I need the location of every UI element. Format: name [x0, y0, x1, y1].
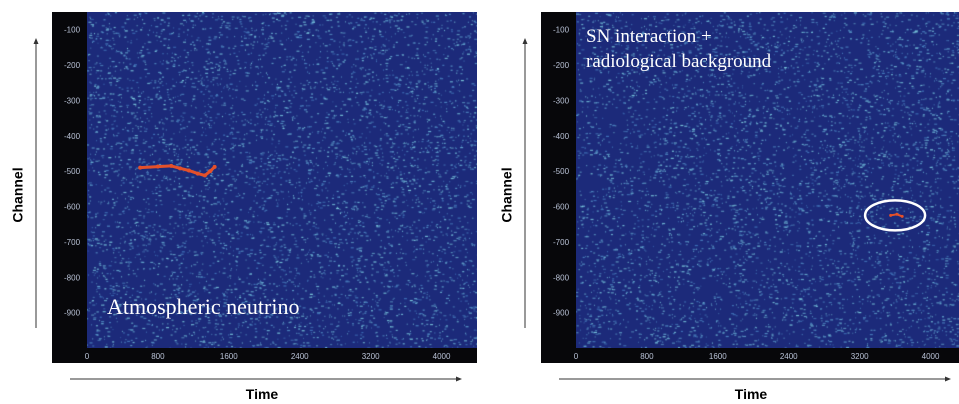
x-tick-label-1: 800 — [640, 352, 654, 361]
event-hit-3 — [178, 166, 183, 171]
y-tick-label-8: -900 — [64, 309, 81, 318]
event-hit-5 — [195, 171, 200, 176]
heatmap-overlay: -100 -200 -300 -400 -500 -600 -700 -800 -900 0 800… — [553, 26, 940, 361]
y-tick-label-2: -300 — [64, 96, 81, 105]
left-panel: Channel -100 -200 -300 -400 -500 -600 -700 -800… — [0, 0, 477, 404]
event-hit-8 — [212, 164, 217, 169]
axis-arrows — [522, 38, 951, 382]
x-tick-label-5: 4000 — [922, 352, 940, 361]
y-tick-label-7: -800 — [553, 273, 570, 282]
event-hit-1 — [155, 164, 160, 169]
heatmap-canvas — [576, 12, 959, 348]
plot-annotation-line-1: SN interaction + — [586, 26, 712, 47]
x-tick-label-3: 2400 — [291, 352, 309, 361]
x-tick-label-2: 1600 — [709, 352, 727, 361]
y-tick-label-6: -700 — [553, 238, 570, 247]
heatmap-frame: -100 -200 -300 -400 -500 -600 -700 -800 -900 0 800… — [52, 12, 477, 363]
x-axis-label: Time — [245, 386, 279, 402]
x-tick-label-4: 3200 — [851, 352, 869, 361]
event-hit-2 — [169, 163, 174, 168]
y-tick-label-6: -700 — [64, 238, 81, 247]
event-hit-2 — [900, 214, 904, 218]
event-hit-4 — [186, 168, 191, 173]
event-hit-6 — [202, 173, 207, 178]
x-tick-label-1: 800 — [151, 352, 165, 361]
y-tick-label-0: -100 — [553, 26, 570, 35]
x-tick-label-0: 0 — [574, 352, 579, 361]
y-tick-label-2: -300 — [553, 96, 570, 105]
event-hit-0 — [138, 165, 143, 170]
y-tick-label-1: -200 — [64, 61, 81, 70]
x-tick-label-5: 4000 — [433, 352, 451, 361]
y-tick-label-5: -600 — [64, 203, 81, 212]
y-tick-label-0: -100 — [64, 26, 81, 35]
highlight-ellipse — [863, 199, 927, 232]
plot-annotation: Atmospheric neutrino — [107, 294, 300, 319]
y-tick-label-3: -400 — [553, 132, 570, 141]
x-tick-label-0: 0 — [85, 352, 90, 361]
x-tick-label-3: 2400 — [780, 352, 798, 361]
event-track — [140, 164, 216, 177]
event-hit-0 — [889, 213, 893, 217]
y-tick-label-4: -500 — [553, 167, 570, 176]
event-hit-7 — [208, 169, 213, 174]
y-tick-label-5: -600 — [553, 203, 570, 212]
plot-annotation-line-2: radiological background — [586, 51, 772, 72]
right-panel: Channel -100 -200 -300 -400 -500 -600 -700 -800… — [489, 0, 959, 404]
event-hit-1 — [895, 212, 899, 216]
y-tick-label-3: -400 — [64, 132, 81, 141]
y-tick-label-1: -200 — [553, 61, 570, 70]
y-tick-label-8: -900 — [553, 309, 570, 318]
heatmap-canvas — [87, 12, 477, 348]
x-tick-label-4: 3200 — [362, 352, 380, 361]
y-tick-label-7: -800 — [64, 273, 81, 282]
heatmap-overlay: -100 -200 -300 -400 -500 -600 -700 -800 -900 0 800… — [64, 26, 451, 361]
x-axis-label: Time — [734, 386, 768, 402]
axis-arrows — [33, 38, 462, 382]
y-tick-label-4: -500 — [64, 167, 81, 176]
heatmap-frame: -100 -200 -300 -400 -500 -600 -700 -800 -900 0 800… — [541, 12, 959, 363]
x-tick-label-2: 1600 — [220, 352, 238, 361]
